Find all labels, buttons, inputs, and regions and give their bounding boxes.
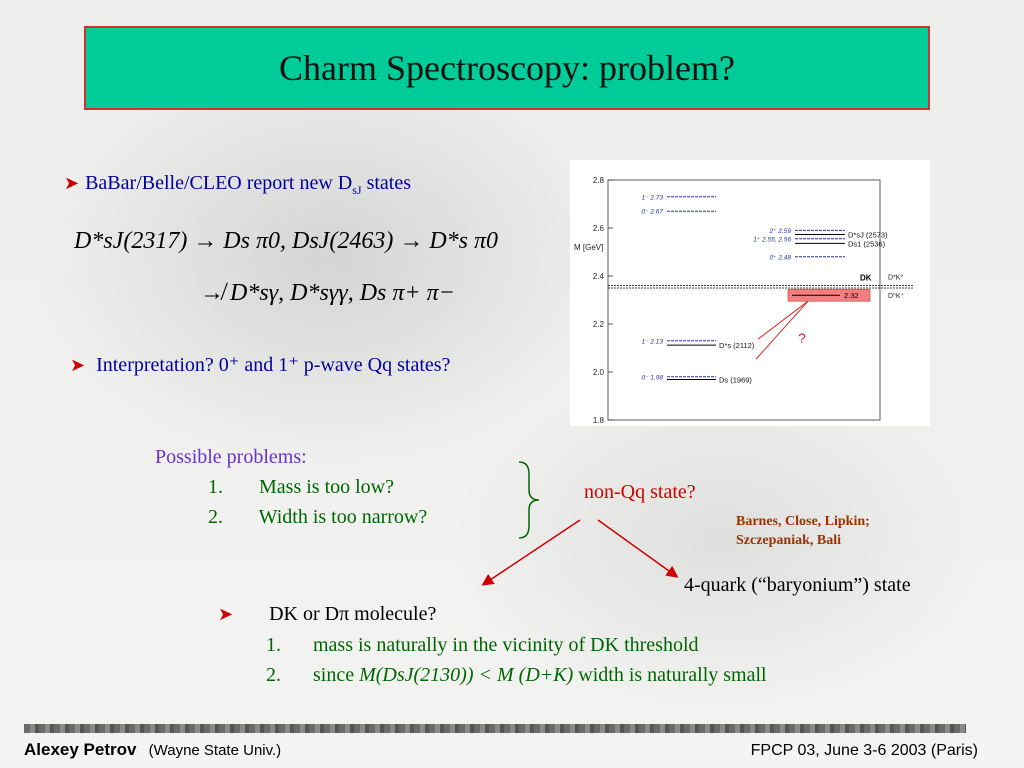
y-tick-label: 2.2 <box>593 320 605 329</box>
citation-line-2: Szczepaniak, Bali <box>736 533 842 548</box>
slide-title: Charm Spectroscopy: problem? <box>279 48 735 88</box>
arrow-left-icon <box>481 519 581 586</box>
observed-level-label: D*s (2112) <box>719 341 755 350</box>
new-state-arrow-upper <box>757 300 809 340</box>
observed-level-label: Ds (1969) <box>719 375 752 384</box>
molecule-heading: DK or Dπ molecule? <box>269 603 437 625</box>
predicted-level-label: 0⁻ 1.98 <box>641 374 663 381</box>
bullet-interpretation: ➤ Interpretation? 0⁺ and 1⁺ p-wave Qq st… <box>70 352 450 377</box>
molecule-item-2-num: 2. <box>266 664 281 686</box>
problems-heading: Possible problems: <box>155 446 307 468</box>
citation-line-1: Barnes, Close, Lipkin; <box>736 514 870 529</box>
bullet-babar-text: BaBar/Belle/CLEO report new D <box>85 172 353 194</box>
problem-item-1-num: 1. <box>208 476 223 498</box>
non-qq-state: non-Qq state? <box>584 481 696 503</box>
bullet-molecule: ➤ DK or Dπ molecule? <box>218 603 436 626</box>
problem-item-2-text: Width is too narrow? <box>258 506 428 528</box>
problem-item-1-text: Mass is too low? <box>259 476 394 498</box>
citation: Barnes, Close, Lipkin; Szczepaniak, Bali <box>736 512 870 550</box>
y-tick-label: 2.4 <box>593 272 605 281</box>
footer-bar <box>24 724 966 733</box>
arrow-bullet-icon: ➤ <box>218 604 234 624</box>
equation-line-1: D*sJ(2317) → Ds π0, DsJ(2463) → D*s π0 <box>74 228 498 255</box>
title-box: Charm Spectroscopy: problem? <box>84 26 930 110</box>
molecule-item-2-post: width is naturally small <box>578 664 767 686</box>
predicted-level-label: 0⁺ 2.48 <box>769 254 791 261</box>
new-state-label: 2.32 <box>844 291 859 300</box>
predicted-level-label: 2⁺ 2.59 <box>768 228 791 235</box>
bullet-babar: ➤ BaBar/Belle/CLEO report new DsJ states <box>64 172 411 198</box>
bullet-interpretation-text: Interpretation? 0⁺ and 1⁺ p-wave Qq stat… <box>96 354 451 376</box>
y-tick-label: 2.8 <box>593 176 605 185</box>
new-state-arrow-lower <box>755 300 809 360</box>
molecule-item-2-math: M(DsJ(2130)) < M (D+K) <box>359 664 574 686</box>
mass-level-chart-svg: 2.8 2.6 2.4 2.2 2.0 1.8 M [GeV] D*K⁰ D⁰K⁺ DK 1⁻ 2.… <box>574 176 914 425</box>
author-name: Alexey Petrov <box>24 740 137 759</box>
threshold-label: D*K⁰ <box>888 274 903 282</box>
arrow-right-icon <box>597 519 679 578</box>
chart-frame <box>607 179 881 421</box>
author-affiliation: (Wayne State Univ.) <box>148 742 282 759</box>
predicted-level-label: 1⁺ 2.55, 2.56 <box>753 236 791 243</box>
problem-item-2: 2. Width is too narrow? <box>208 506 427 529</box>
y-tick-label: 2.0 <box>593 368 605 377</box>
predicted-level-label: 1⁻ 2.13 <box>641 338 663 345</box>
diverging-arrows <box>481 519 679 586</box>
y-tick-label: 1.8 <box>593 416 605 425</box>
equation-line-1-text: D*sJ(2317) → Ds π0, DsJ(2463) → D*s π0 <box>74 228 499 254</box>
equation-line-2: ↛ D*sγ, D*sγγ, Ds π+ π− <box>200 280 455 307</box>
observed-level-label: D*sJ (2573) <box>848 230 888 239</box>
arrow-bullet-icon: ➤ <box>70 355 86 375</box>
predicted-level-label: 1⁻ 2.73 <box>641 194 663 201</box>
y-axis-label: M [GeV] <box>574 243 603 252</box>
molecule-item-2-pre: since <box>313 664 360 686</box>
bullet-babar-sub: sJ <box>352 183 362 197</box>
curly-brace-icon <box>518 461 540 539</box>
footer-author: Alexey Petrov (Wayne State Univ.) <box>24 740 281 760</box>
observed-level-label: Ds1 (2536) <box>848 239 886 248</box>
equation-line-2-text: ↛ D*sγ, D*sγγ, Ds π+ π− <box>200 280 455 306</box>
molecule-item-1-num: 1. <box>266 634 281 656</box>
four-quark-state: 4-quark (“baryonium”) state <box>684 574 911 596</box>
arrow-bullet-icon: ➤ <box>64 173 80 193</box>
molecule-item-1: 1. mass is naturally in the vicinity of … <box>266 634 699 657</box>
footer-conference: FPCP 03, June 3-6 2003 (Paris) <box>750 742 978 759</box>
problem-item-2-num: 2. <box>208 506 223 528</box>
molecule-item-2: 2. since M(DsJ(2130)) < M (D+K) width is… <box>266 664 767 687</box>
predicted-level-label: 0⁻ 2.67 <box>641 209 663 216</box>
molecule-item-1-text: mass is naturally in the vicinity of DK … <box>313 634 699 656</box>
threshold-name: DK <box>860 274 872 283</box>
threshold-label: D⁰K⁺ <box>888 292 905 300</box>
question-mark: ? <box>798 330 806 346</box>
problem-item-1: 1. Mass is too low? <box>208 476 394 499</box>
bullet-babar-suffix: states <box>361 172 412 194</box>
y-tick-label: 2.6 <box>593 224 605 233</box>
mass-level-chart: 2.8 2.6 2.4 2.2 2.0 1.8 M [GeV] D*K⁰ D⁰K⁺ DK 1⁻ 2.… <box>570 160 930 426</box>
